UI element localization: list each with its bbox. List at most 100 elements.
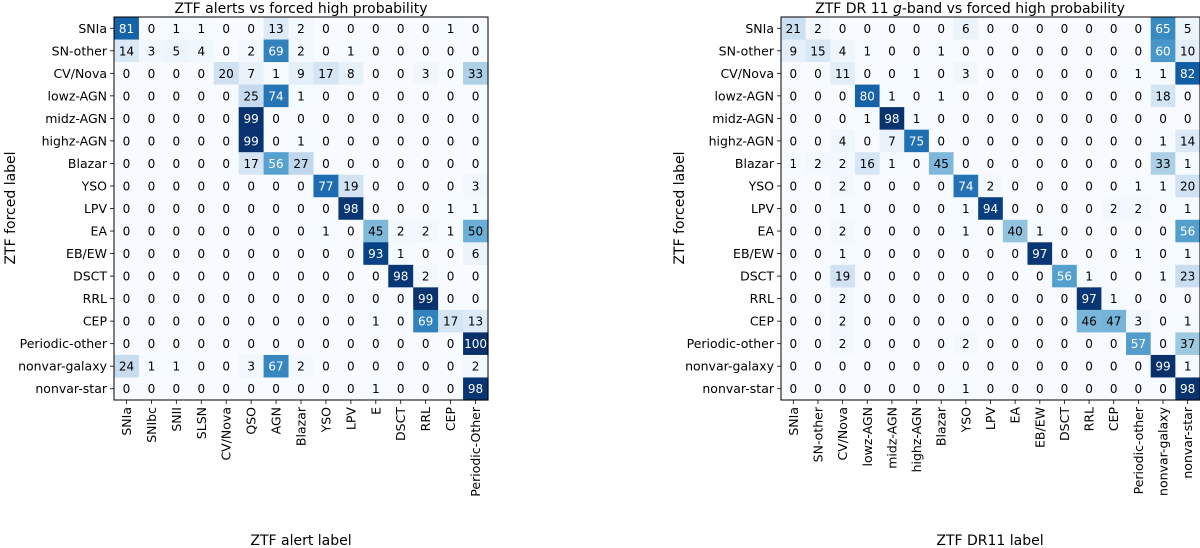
heatmap-cell [904, 354, 930, 379]
heatmap-cell [463, 287, 489, 311]
heatmap-cell [1076, 264, 1103, 288]
cell-value: 0 [1110, 22, 1118, 36]
cell-value: 0 [472, 22, 480, 36]
cell-value: 0 [197, 202, 205, 216]
cell-value: 0 [987, 292, 995, 306]
heatmap-cell [163, 377, 190, 401]
cell-value: 1 [397, 247, 405, 261]
heatmap-cell [163, 39, 190, 63]
heatmap-cell [138, 242, 165, 266]
cell-value: 0 [937, 292, 945, 306]
y-tick-label: CV/Nova [720, 66, 774, 81]
cell-value: 33 [1155, 157, 1170, 171]
heatmap-cell [781, 354, 807, 379]
heatmap-cell [1027, 39, 1053, 63]
cell-value: 1 [839, 202, 847, 216]
heatmap-cell [1101, 84, 1127, 108]
cell-value: 0 [447, 44, 455, 58]
heatmap-cell [1126, 197, 1152, 221]
cell-value: 0 [1110, 337, 1118, 351]
y-tick-label: nonvar-star [35, 381, 107, 396]
cell-value: 0 [790, 270, 798, 284]
heatmap-cell [1175, 107, 1200, 131]
heatmap-cell [1126, 242, 1152, 266]
heatmap-cell [978, 107, 1004, 131]
cell-value: 0 [1085, 360, 1093, 374]
heatmap-cell [1076, 62, 1103, 86]
cell-value: 0 [1061, 67, 1069, 81]
heatmap-cell [263, 129, 290, 153]
heatmap-cell [1002, 152, 1029, 176]
heatmap-cell [213, 107, 240, 131]
cell-value: 1 [1184, 157, 1192, 171]
y-tick-label: CEP [83, 314, 108, 329]
cell-value: 4 [197, 44, 205, 58]
heatmap-cell [263, 287, 290, 311]
heatmap-cell [978, 287, 1004, 311]
heatmap-cell [288, 197, 315, 221]
heatmap-cell [1150, 39, 1176, 63]
heatmap-cell [953, 152, 979, 176]
heatmap-cell [1027, 332, 1053, 356]
cell-value: 0 [814, 382, 822, 396]
cell-value: 74 [958, 179, 973, 193]
heatmap-cell [263, 332, 290, 356]
cell-value: 0 [790, 315, 798, 329]
heatmap-cell [313, 197, 339, 221]
chart-title: ZTF alerts vs forced high probability [174, 1, 427, 17]
cell-value: 1 [173, 22, 181, 36]
heatmap-cell [1101, 17, 1127, 41]
heatmap-cell [928, 197, 955, 221]
cell-value: 14 [119, 44, 134, 58]
y-tick-label: lowz-AGN [47, 88, 107, 103]
cell-value: 0 [123, 179, 131, 193]
cell-value: 1 [322, 225, 330, 239]
heatmap-cell [1076, 17, 1103, 41]
heatmap-cell [263, 84, 290, 108]
heatmap-cell [1076, 107, 1103, 131]
cell-value: 0 [347, 337, 355, 351]
cell-value: 0 [347, 225, 355, 239]
heatmap-cell [1150, 332, 1176, 356]
heatmap-cell [1150, 354, 1176, 379]
heatmap-cell [1076, 219, 1103, 243]
cell-value: 0 [447, 360, 455, 374]
cell-value: 0 [987, 270, 995, 284]
cell-value: 0 [447, 179, 455, 193]
cell-value: 98 [884, 112, 899, 126]
heatmap-cell [388, 309, 414, 334]
title-part: g [893, 1, 902, 17]
cell-value: 1 [1110, 292, 1118, 306]
heatmap-cell [1101, 62, 1127, 86]
cell-value: 0 [347, 247, 355, 261]
heatmap-cell [288, 309, 315, 334]
heatmap-cell [188, 174, 215, 198]
heatmap-cell [338, 377, 364, 401]
heatmap-cell [953, 242, 979, 266]
heatmap-cell [781, 39, 807, 63]
cell-value: 0 [863, 134, 871, 148]
heatmap-cell [904, 129, 930, 153]
cell-value: 0 [863, 67, 871, 81]
cell-value: 0 [1036, 134, 1044, 148]
cell-value: 0 [1061, 157, 1069, 171]
cell-value: 0 [222, 89, 230, 103]
heatmap-cell [1175, 354, 1200, 379]
heatmap-cell [338, 264, 364, 288]
cell-value: 0 [987, 360, 995, 374]
cell-value: 0 [272, 337, 280, 351]
cell-value: 0 [197, 315, 205, 329]
y-tick-label: Periodic-other [20, 336, 108, 351]
heatmap-cell [114, 264, 140, 288]
heatmap-cell [213, 197, 240, 221]
heatmap-cell [1052, 377, 1078, 401]
heatmap-cell [1126, 309, 1152, 334]
heatmap-cell [413, 309, 439, 334]
cell-value: 0 [447, 247, 455, 261]
cell-value: 0 [222, 337, 230, 351]
heatmap-cell [1076, 197, 1103, 221]
heatmap-cell [781, 17, 807, 41]
heatmap-cell [978, 129, 1004, 153]
cell-value: 2 [472, 360, 480, 374]
heatmap-cell [238, 264, 265, 288]
